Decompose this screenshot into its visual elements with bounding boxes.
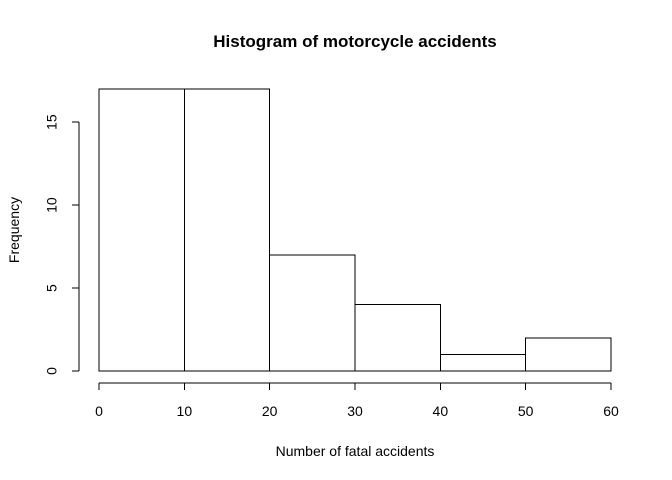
x-tick-label-30: 30 — [347, 403, 363, 419]
histogram-bar-10-20 — [183, 88, 271, 372]
histogram-bar-0-10 — [98, 88, 185, 372]
y-tick-label-5: 5 — [44, 284, 60, 292]
x-tick-label-40: 40 — [433, 403, 449, 419]
bars-group — [98, 88, 612, 372]
x-tick-label-0: 0 — [95, 403, 103, 419]
x-tick-label-20: 20 — [262, 403, 278, 419]
y-tick-label-10: 10 — [44, 197, 60, 213]
x-axis-label: Number of fatal accidents — [276, 443, 435, 459]
x-tick-label-50: 50 — [518, 403, 534, 419]
histogram-bar-20-30 — [269, 254, 356, 372]
x-tick-label-10: 10 — [177, 403, 193, 419]
y-tick-label-0: 0 — [44, 367, 60, 375]
histogram-bar-50-60 — [525, 337, 612, 372]
y-tick-label-15: 15 — [44, 114, 60, 130]
x-axis: 0 10 20 30 40 50 60 — [95, 382, 619, 419]
chart-title: Histogram of motorcycle accidents — [213, 32, 496, 51]
y-axis: 0 5 10 15 — [44, 114, 80, 375]
y-axis-label: Frequency — [6, 197, 22, 263]
histogram-bar-40-50 — [439, 353, 527, 372]
histogram-bar-30-40 — [354, 304, 441, 372]
x-tick-label-60: 60 — [603, 403, 619, 419]
